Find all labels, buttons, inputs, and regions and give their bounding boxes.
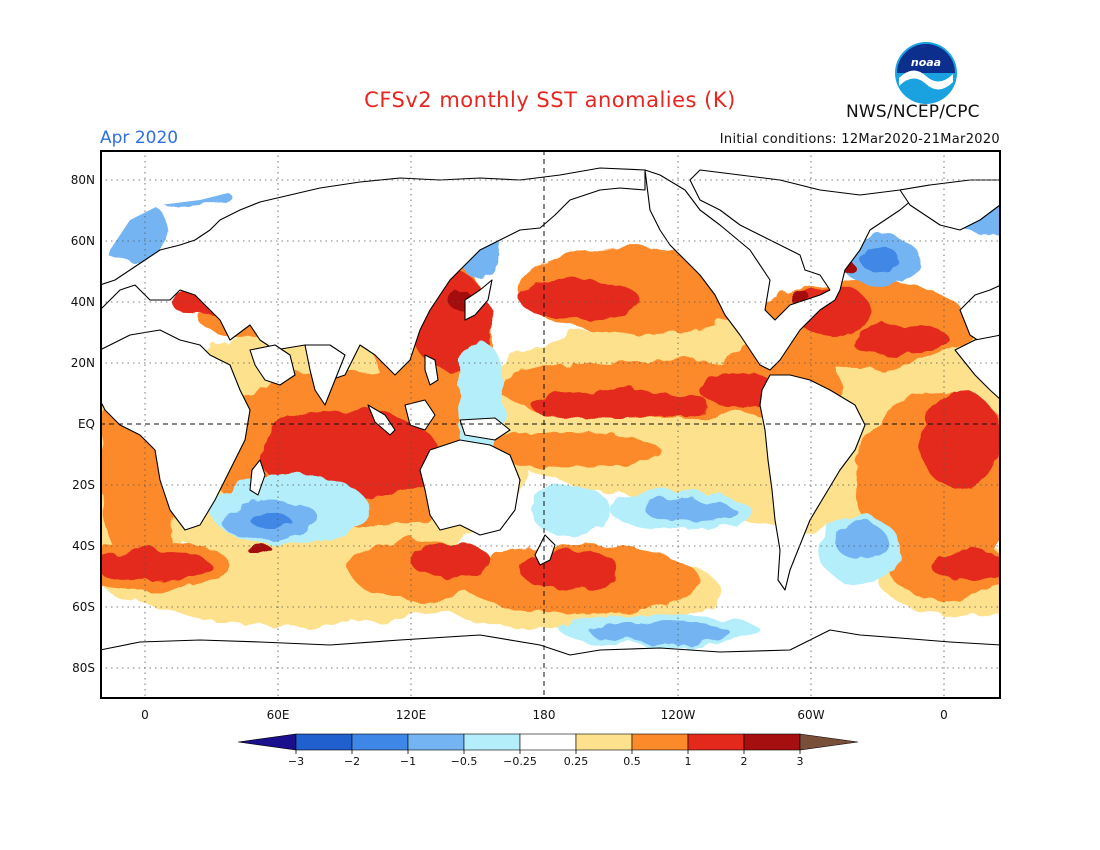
lon-label-180: 180 [532, 708, 556, 722]
madagascar [249, 459, 266, 496]
colorbar-label: −3 [288, 755, 304, 768]
japan [464, 279, 493, 321]
lon-label-0-east: 0 [940, 708, 948, 722]
grid-lines [100, 150, 1001, 699]
colorbar-label: −2 [344, 755, 360, 768]
lat-label-eq: EQ [77, 417, 95, 431]
lon-label-60w: 60W [797, 708, 825, 722]
india [304, 344, 346, 406]
lat-label-20s: 20S [72, 478, 95, 492]
australia [419, 439, 521, 536]
lon-label-0-west: 0 [141, 708, 149, 722]
logo-text: noaa [911, 56, 941, 69]
colorbar-label: 1 [685, 755, 692, 768]
equator-dateline [100, 150, 1001, 699]
initial-conditions: Initial conditions: 12Mar2020-21Mar2020 [719, 132, 1000, 147]
forecast-month: Apr 2020 [100, 128, 179, 148]
colorbar-box [463, 733, 521, 751]
antarctica [100, 629, 1001, 699]
eurasia-east [100, 170, 240, 285]
north-america [644, 169, 931, 371]
borneo [404, 399, 436, 431]
colorbar-box [575, 733, 633, 751]
colorbar-label: −0.25 [503, 755, 537, 768]
sumatra [367, 404, 396, 436]
colorbar-box [519, 733, 577, 751]
colorbar-arrow-high [799, 733, 859, 751]
lat-label-80n: 80N [70, 173, 95, 187]
colorbar-label: −1 [400, 755, 416, 768]
colorbar-labels: −3 −2 −1 −0.5 −0.25 0.25 0.5 1 2 3 [288, 750, 804, 768]
arabia [249, 344, 296, 386]
colorbar: −3 −2 −1 −0.5 −0.25 0.25 0.5 1 2 3 [238, 733, 859, 768]
philippines [424, 354, 439, 386]
colorbar-arrow-low [238, 733, 297, 751]
lon-label-120e: 120E [395, 708, 427, 722]
greenland [899, 179, 1001, 231]
colorbar-box [687, 733, 745, 751]
lat-label-60n: 60N [70, 234, 95, 248]
eurasia [100, 167, 646, 381]
colorbar-label: 2 [741, 755, 748, 768]
africa-east-edge [954, 334, 1001, 401]
lat-label-20n: 20N [70, 356, 95, 370]
lat-label-60s: 60S [72, 600, 95, 614]
lon-label-60e: 60E [266, 708, 290, 722]
colorbar-boxes [238, 733, 859, 751]
continents [100, 167, 1001, 699]
colorbar-label: −0.5 [451, 755, 478, 768]
chart-title: CFSv2 monthly SST anomalies (K) [364, 88, 736, 112]
agency-label: NWS/NCEP/CPC [846, 102, 980, 122]
colorbar-label: 0.25 [564, 755, 589, 768]
lon-label-120w: 120W [660, 708, 696, 722]
colorbar-box [743, 733, 801, 751]
lat-label-80s: 80S [72, 661, 95, 675]
noaa-logo: noaa [893, 40, 959, 106]
colorbar-label: 0.5 [623, 755, 641, 768]
lat-label-40s: 40S [72, 539, 95, 553]
colorbar-label: 3 [797, 755, 804, 768]
new-zealand [534, 534, 556, 566]
lat-label-40n: 40N [70, 295, 95, 309]
sst-anomaly-map [100, 150, 1001, 699]
colorbar-box [351, 733, 409, 751]
colorbar-box [295, 733, 353, 751]
colorbar-box [407, 733, 465, 751]
europe-east-edge [959, 284, 1001, 351]
south-america [759, 374, 866, 591]
colorbar-box [631, 733, 689, 751]
map-frame [100, 150, 1001, 699]
